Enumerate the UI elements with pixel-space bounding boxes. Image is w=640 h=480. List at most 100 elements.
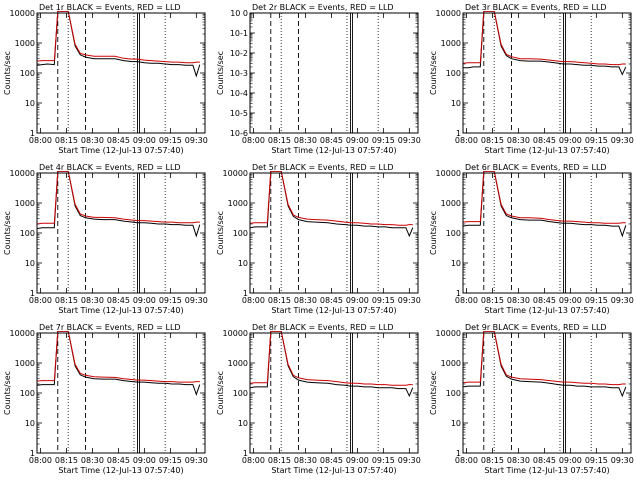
- x-tick-label: 09:15: [585, 456, 608, 465]
- y-tick-label: 10: [451, 259, 461, 268]
- y-axis-label: Counts/sec: [429, 371, 438, 415]
- plot-frame: [249, 172, 419, 294]
- y-tick-label: 10000: [436, 329, 461, 338]
- y-tick-label: 10: [451, 99, 461, 108]
- y-axis-label: Counts/sec: [216, 211, 225, 255]
- y-tick-label: 10 0: [230, 9, 248, 18]
- x-tick-label: 09:00: [133, 136, 156, 145]
- y-tick-label: 10000: [436, 169, 461, 178]
- series-events-line: [463, 171, 627, 238]
- x-tick-label: 09:15: [159, 456, 182, 465]
- y-tick-label: 1: [243, 449, 248, 458]
- x-tick-label: 09:00: [559, 296, 582, 305]
- chart-title: Det 5r BLACK = Events, RED = LLD: [252, 163, 394, 172]
- chart-panel: Det 6r BLACK = Events, RED = LLD Counts/s…: [429, 163, 634, 315]
- x-tick-label: 08:00: [29, 296, 52, 305]
- y-tick-label: 10000: [223, 329, 248, 338]
- x-tick-label: 08:45: [320, 296, 343, 305]
- y-tick-label: 10000: [436, 9, 461, 18]
- x-tick-label: 09:30: [611, 136, 634, 145]
- y-tick-label: 1000: [15, 199, 35, 208]
- plot-frame: [462, 332, 632, 454]
- chart-panel: Det 4r BLACK = Events, RED = LLD Counts/s…: [3, 163, 208, 315]
- x-tick-label: 08:00: [242, 296, 265, 305]
- series-lld-line: [463, 331, 626, 386]
- y-tick-label: 100: [20, 229, 35, 238]
- x-tick-label: 08:15: [481, 456, 504, 465]
- plot-frame: [36, 12, 206, 134]
- y-tick-label: 10-3: [230, 69, 248, 78]
- y-tick-label: 1: [456, 289, 461, 298]
- x-tick-label: 08:45: [533, 456, 556, 465]
- x-tick-label: 09:00: [346, 296, 369, 305]
- x-tick-label: 09:00: [133, 456, 156, 465]
- x-tick-label: 08:00: [29, 456, 52, 465]
- x-axis-label: Start Time (12-Jul-13 07:57:40): [271, 306, 396, 315]
- y-tick-label: 10: [238, 419, 248, 428]
- y-tick-label: 10000: [10, 329, 35, 338]
- x-tick-label: 08:15: [268, 136, 291, 145]
- y-axis-label: Counts/sec: [3, 51, 12, 95]
- x-axis-label: Start Time (12-Jul-13 07:57:40): [484, 146, 609, 155]
- y-tick-label: 10: [238, 259, 248, 268]
- chart-panel: Det 5r BLACK = Events, RED = LLD Counts/s…: [216, 163, 421, 315]
- y-tick-label: 1: [456, 129, 461, 138]
- x-axis-label: Start Time (12-Jul-13 07:57:40): [484, 466, 609, 475]
- x-tick-label: 08:45: [320, 456, 343, 465]
- plot-frame: [36, 172, 206, 294]
- x-axis-label: Start Time (12-Jul-13 07:57:40): [58, 306, 183, 315]
- x-tick-label: 08:30: [294, 296, 317, 305]
- chart-title: Det 8r BLACK = Events, RED = LLD: [252, 323, 394, 332]
- x-tick-label: 08:00: [455, 456, 478, 465]
- y-tick-label: 100: [233, 229, 248, 238]
- y-tick-label: 10-1: [230, 29, 248, 38]
- chart-panel: Det 3r BLACK = Events, RED = LLD Counts/s…: [429, 3, 634, 155]
- x-tick-label: 08:15: [55, 296, 78, 305]
- x-tick-label: 08:15: [268, 456, 291, 465]
- y-axis-label: Counts/sec: [429, 51, 438, 95]
- plot-frame: [462, 172, 632, 294]
- y-axis-label: Counts/sec: [3, 371, 12, 415]
- x-tick-label: 09:30: [398, 456, 421, 465]
- x-tick-label: 08:30: [294, 136, 317, 145]
- y-axis-label: Counts/sec: [3, 211, 12, 255]
- series-lld-line: [463, 171, 626, 224]
- series-lld-line: [463, 11, 626, 66]
- chart-panel: Det 8r BLACK = Events, RED = LLD Counts/s…: [216, 323, 421, 475]
- x-tick-label: 09:15: [159, 296, 182, 305]
- x-tick-label: 08:00: [29, 136, 52, 145]
- x-tick-label: 08:45: [107, 136, 130, 145]
- x-tick-label: 08:30: [294, 456, 317, 465]
- y-tick-label: 10000: [223, 169, 248, 178]
- chart-title: Det 6r BLACK = Events, RED = LLD: [465, 163, 607, 172]
- y-axis-label: Counts/sec: [429, 211, 438, 255]
- y-tick-label: 100: [20, 69, 35, 78]
- chart-title: Det 3r BLACK = Events, RED = LLD: [465, 3, 607, 12]
- x-tick-label: 09:00: [559, 456, 582, 465]
- x-tick-label: 08:00: [455, 136, 478, 145]
- chart-panel: Det 1r BLACK = Events, RED = LLD Counts/s…: [3, 3, 208, 155]
- y-tick-label: 100: [446, 229, 461, 238]
- y-tick-label: 1: [456, 449, 461, 458]
- chart-panel: Det 2r BLACK = Events, RED = LLD Counts/s…: [216, 3, 421, 155]
- series-lld-line: [37, 331, 200, 383]
- y-tick-label: 10000: [10, 9, 35, 18]
- x-tick-label: 08:00: [455, 296, 478, 305]
- series-events-line: [250, 171, 414, 238]
- series-events-line: [37, 171, 201, 238]
- series-events-line: [250, 331, 414, 398]
- plot-frame: [36, 332, 206, 454]
- x-tick-label: 08:30: [81, 296, 104, 305]
- x-tick-label: 09:15: [372, 456, 395, 465]
- x-tick-label: 08:30: [81, 456, 104, 465]
- plot-frame: [462, 12, 632, 134]
- y-tick-label: 10-6: [230, 129, 248, 138]
- x-tick-label: 09:15: [372, 136, 395, 145]
- y-axis-label: Counts/sec: [216, 371, 225, 415]
- chart-panel: Det 9r BLACK = Events, RED = LLD Counts/s…: [429, 323, 634, 475]
- y-tick-label: 10-2: [230, 49, 248, 58]
- x-tick-label: 09:30: [185, 456, 208, 465]
- x-tick-label: 09:30: [398, 136, 421, 145]
- x-tick-label: 08:00: [242, 136, 265, 145]
